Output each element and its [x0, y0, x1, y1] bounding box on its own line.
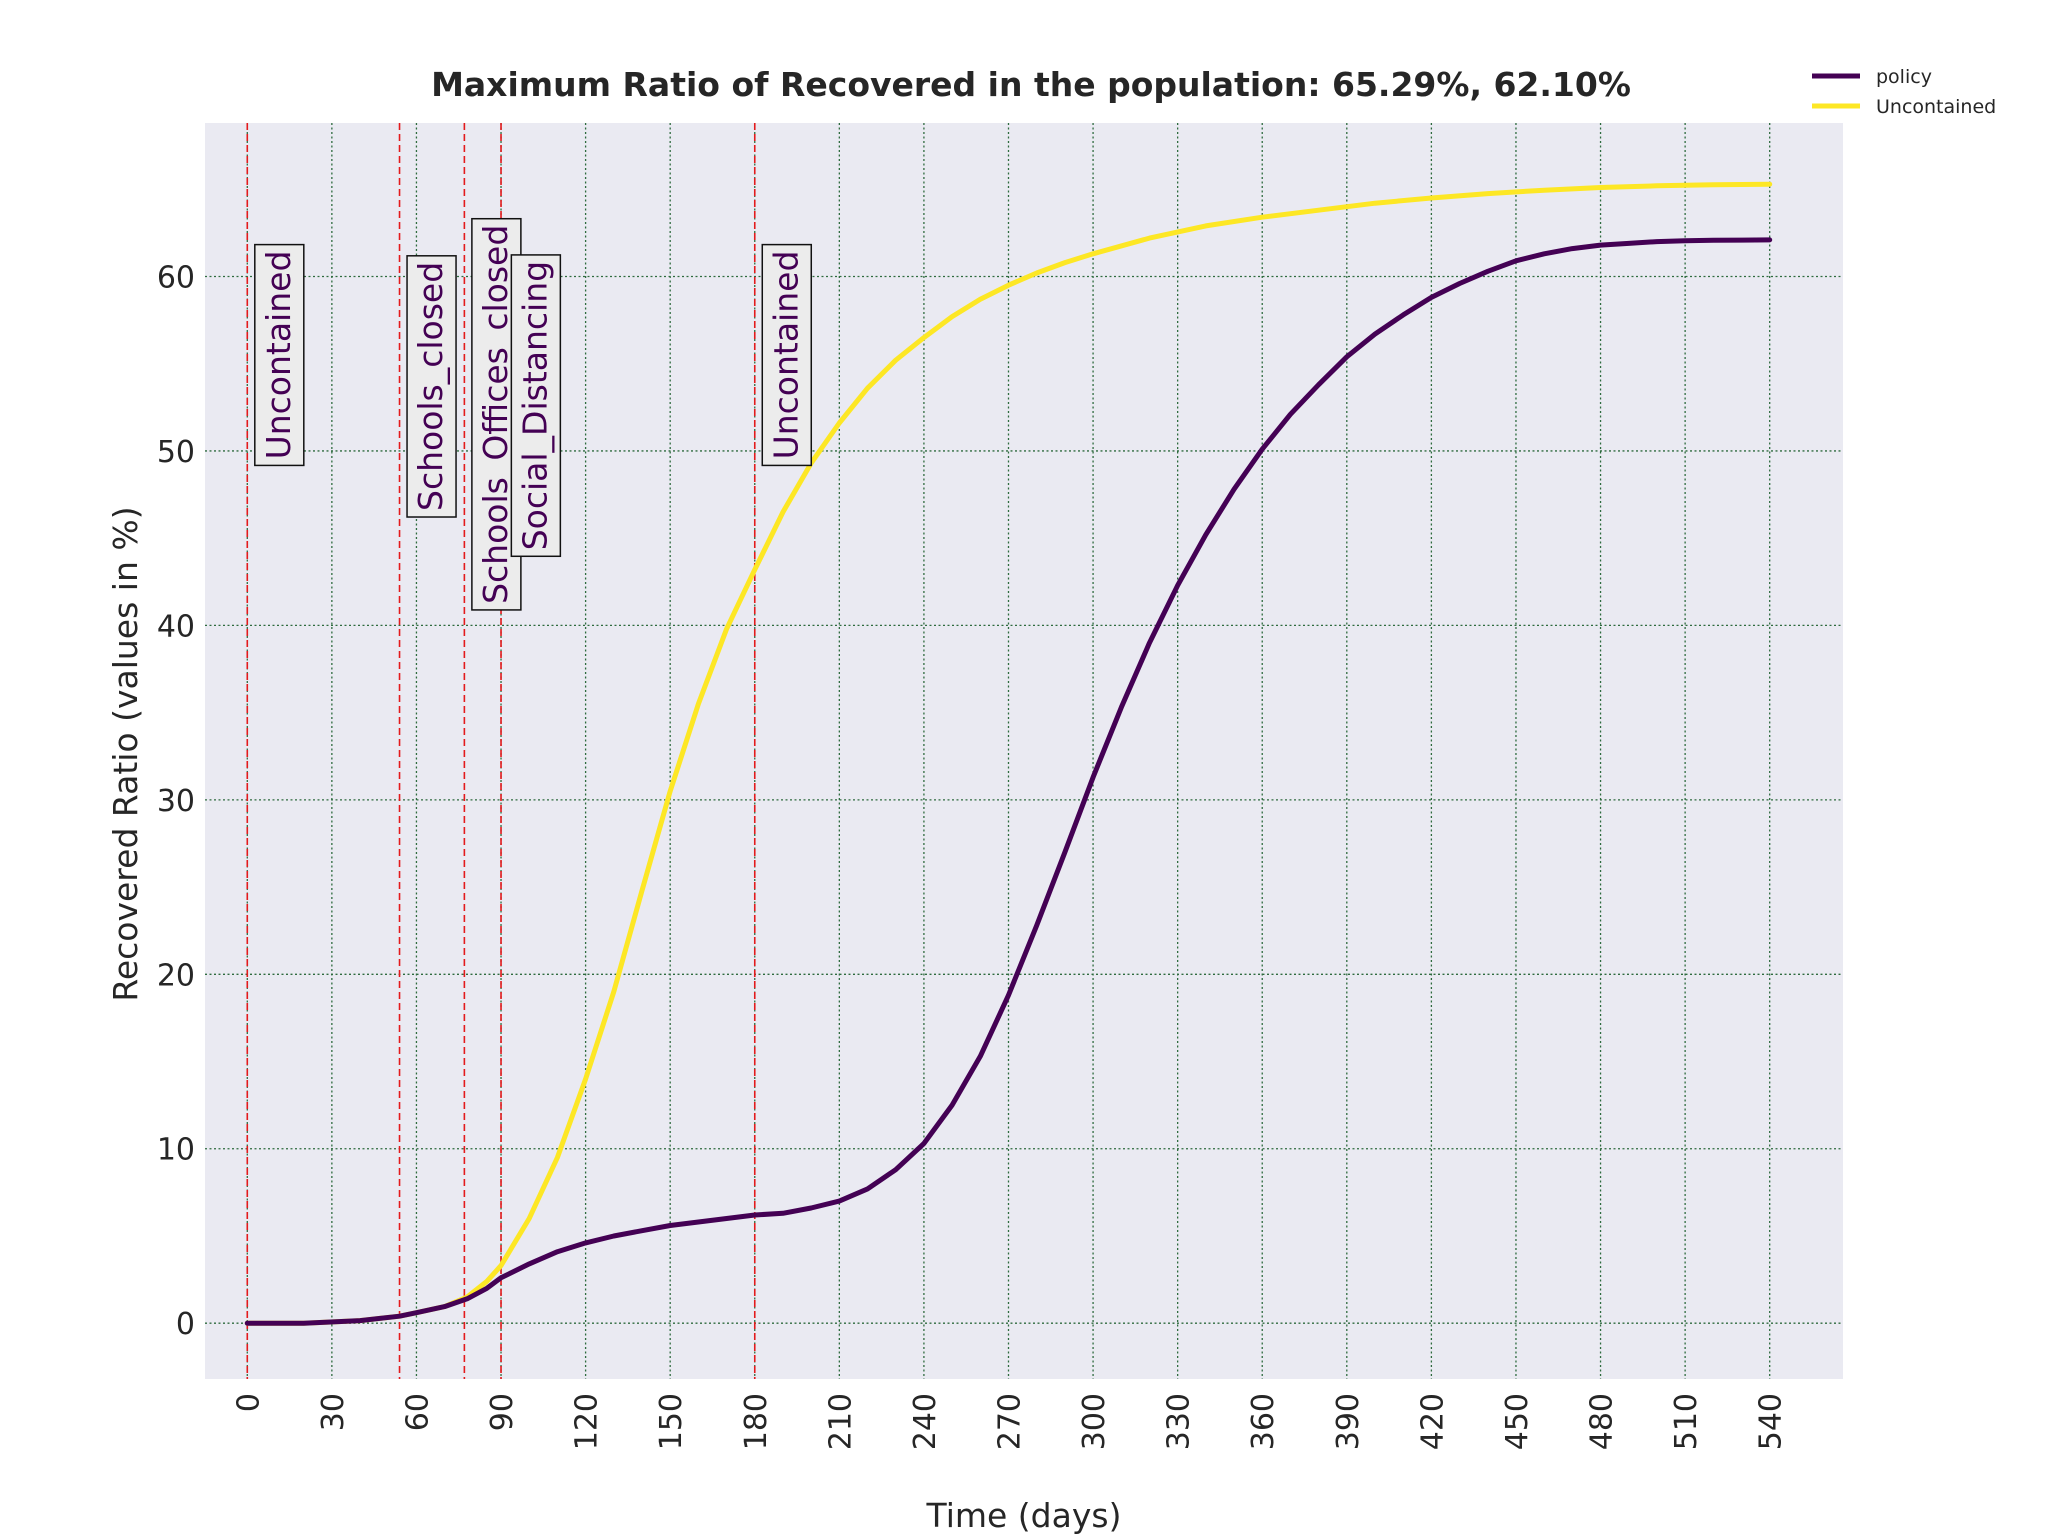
annotation-box: Schools_Offices_closed	[471, 217, 522, 611]
annotation-box: Uncontained	[254, 243, 305, 467]
annotation-label: Uncontained	[766, 251, 805, 460]
x-tick-label: 330	[1162, 1393, 1197, 1450]
x-tick-label: 510	[1669, 1393, 1704, 1450]
x-tick-label: 480	[1585, 1393, 1620, 1450]
y-tick-label: 10	[157, 1133, 195, 1168]
annotation-frame	[254, 243, 305, 467]
annotation-frame	[761, 243, 813, 467]
x-tick-label: 540	[1754, 1393, 1789, 1450]
x-tick-label: 150	[654, 1393, 689, 1450]
x-tick-label: 180	[739, 1393, 774, 1450]
y-tick-label: 0	[176, 1307, 195, 1342]
annotation-box: Uncontained	[761, 243, 813, 467]
policy-annotations: Uncontained Schools_closed Schools_Offices…	[254, 217, 813, 611]
x-tick-label: 90	[485, 1393, 520, 1431]
y-tick-label: 20	[157, 958, 195, 993]
y-tick-label: 30	[157, 784, 195, 819]
annotation-box: Schools_closed	[406, 255, 457, 518]
annotation-frame	[510, 254, 562, 558]
x-tick-label: 240	[908, 1393, 943, 1450]
y-tick-label: 60	[157, 261, 195, 296]
y-tick-label: 40	[157, 609, 195, 644]
series-line-uncontained	[244, 181, 1773, 1326]
x-tick-label: 210	[823, 1393, 858, 1450]
annotation-label: Uncontained	[259, 251, 298, 460]
x-axis-label: Time (days)	[926, 1496, 1122, 1535]
tick-labels: 0 30 60 90 120 150 180 210 240 270 300 330 360 390 420…	[157, 261, 1789, 1451]
y-axis-label: Recovered Ratio (values in %)	[106, 506, 145, 1001]
x-tick-label: 420	[1415, 1393, 1450, 1450]
x-tick-label: 0	[231, 1393, 266, 1412]
x-tick-label: 390	[1331, 1393, 1366, 1450]
x-tick-label: 120	[570, 1393, 605, 1450]
x-tick-label: 60	[400, 1393, 435, 1431]
legend-label: policy	[1876, 66, 1932, 88]
annotation-label: Schools_closed	[411, 262, 450, 511]
x-tick-label: 270	[992, 1393, 1027, 1450]
x-tick-label: 30	[316, 1393, 351, 1431]
y-tick-label: 50	[157, 435, 195, 470]
annotation-box: Social_Distancing	[510, 254, 562, 558]
annotation-label: Schools_Offices_closed	[476, 225, 515, 604]
annotation-frame	[406, 255, 457, 518]
x-tick-label: 300	[1077, 1393, 1112, 1450]
series-lines	[244, 181, 1773, 1326]
annotation-label: Social_Distancing	[515, 261, 554, 550]
chart-title: Maximum Ratio of Recovered in the popula…	[431, 65, 1631, 104]
legend: policy Uncontained	[1812, 66, 1996, 118]
legend-label: Uncontained	[1876, 96, 1996, 118]
series-line-policy	[244, 237, 1773, 1326]
x-tick-label: 450	[1500, 1393, 1535, 1450]
x-tick-label: 360	[1246, 1393, 1281, 1450]
